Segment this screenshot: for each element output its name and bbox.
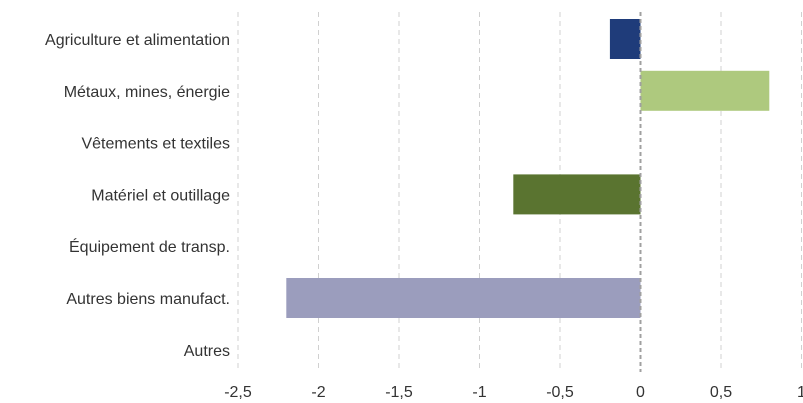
bars	[286, 19, 770, 318]
category-labels: Agriculture et alimentation Métaux, mines…	[45, 32, 230, 360]
x-tick-label: -1	[472, 384, 486, 401]
x-tick-label: 0,5	[710, 384, 732, 401]
x-tick-labels: -2,5 -2 -1,5 -1 -0,5 0 0,5 1	[224, 384, 803, 401]
bar-5	[286, 278, 641, 318]
x-tick-label: -1,5	[385, 384, 413, 401]
category-label: Vêtements et textiles	[81, 136, 230, 153]
bar-0	[609, 19, 641, 59]
x-tick-label: -2,5	[224, 384, 252, 401]
category-label: Autres	[184, 343, 230, 360]
x-tick-label: -2	[311, 384, 325, 401]
category-label: Matériel et outillage	[91, 187, 230, 204]
x-tick-label: 1	[797, 384, 803, 401]
category-label: Autres biens manufact.	[66, 291, 230, 308]
x-tick-label: 0	[636, 384, 645, 401]
bar-3	[513, 174, 641, 215]
category-label: Métaux, mines, énergie	[64, 84, 230, 101]
category-label: Équipement de transp.	[69, 237, 230, 256]
x-tick-label: -0,5	[546, 384, 574, 401]
category-label: Agriculture et alimentation	[45, 32, 230, 49]
bar-1	[640, 70, 770, 111]
